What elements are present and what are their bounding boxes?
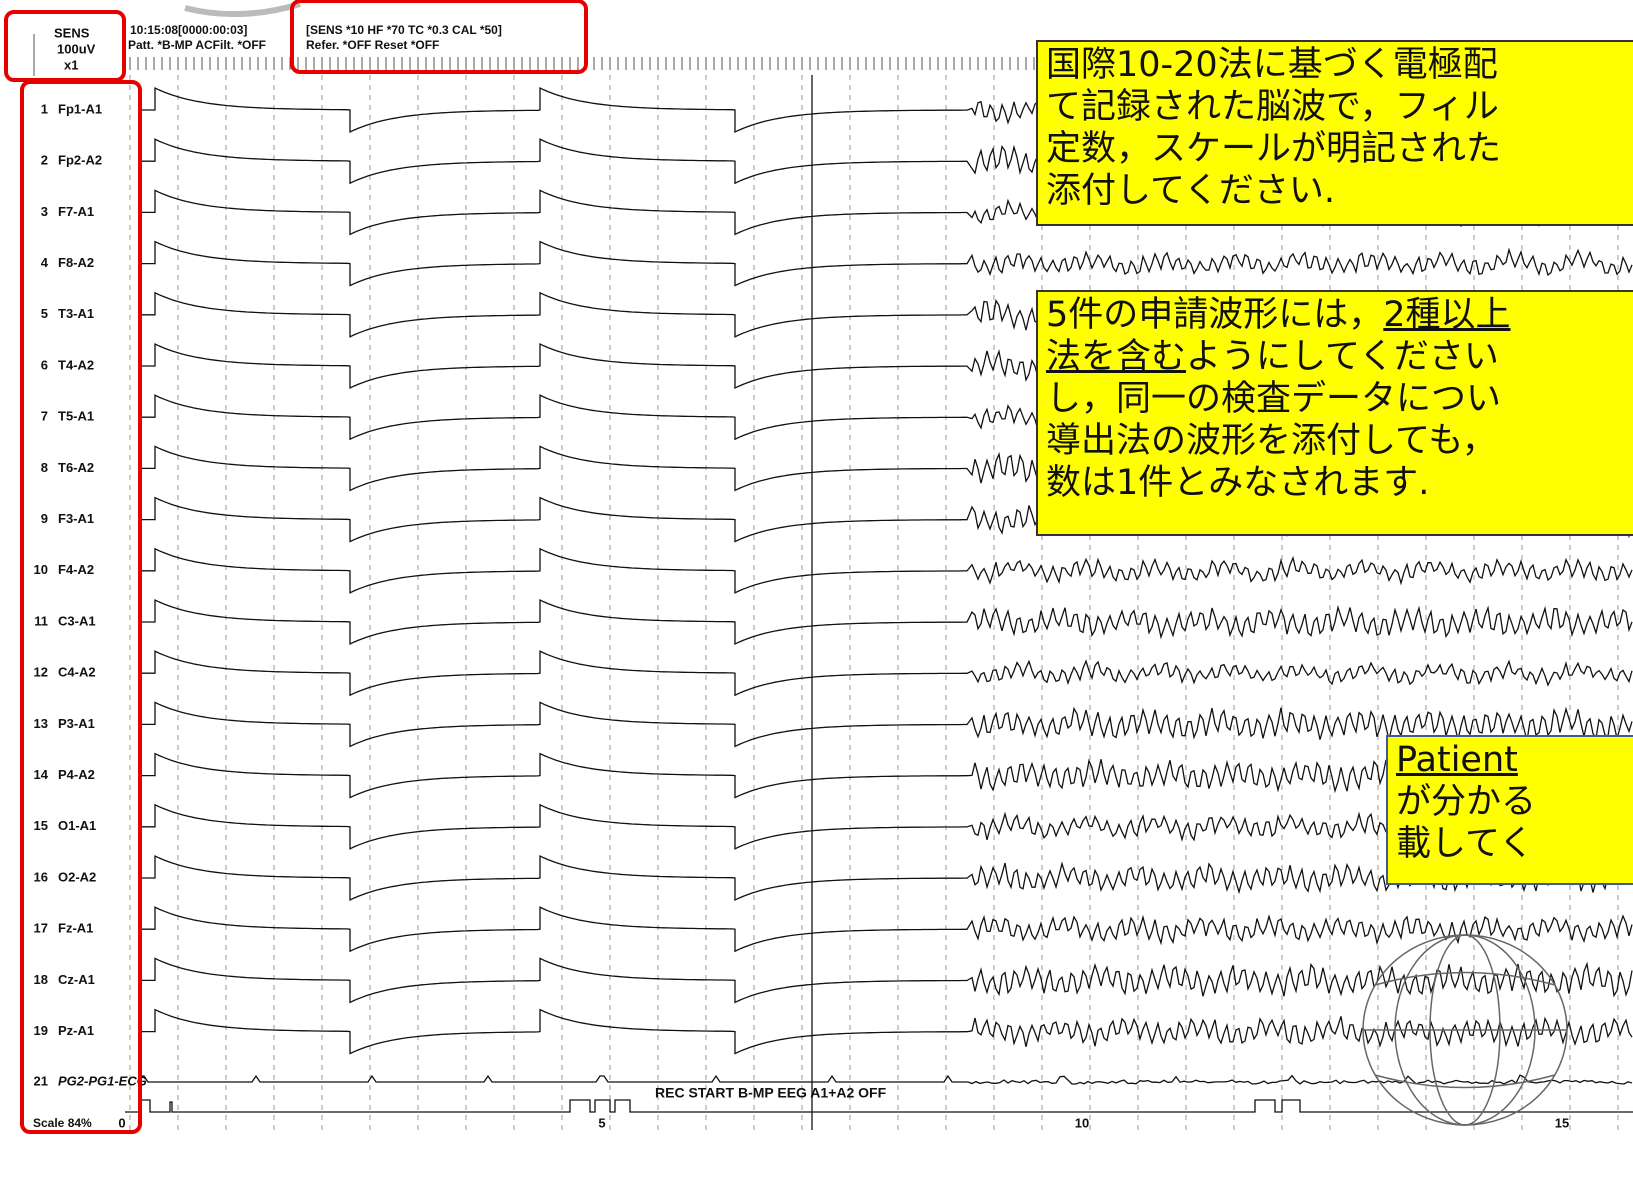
note-line: 5件の申請波形には，2種以上 [1046,294,1626,336]
channel-number: 1 [41,101,48,116]
channel-number: 11 [34,613,48,628]
event-marker: REC START B-MP EEG A1+A2 OFF [655,1085,887,1101]
note-text: ようにしてください [1186,337,1499,377]
time-tick-label: 15 [1555,1115,1569,1130]
note-line: て記録された脳波で，フィル [1046,86,1626,128]
channel-label: T6-A2 [58,460,94,475]
channel-label: O2-A2 [58,869,96,884]
time-tick-label: 10 [1075,1115,1089,1130]
eeg-trace [138,907,1632,951]
sens-gain: x1 [64,57,78,72]
note-line: 数は1件とみなされます. [1046,462,1626,504]
note-text: 2種以上 [1383,295,1510,335]
note-text: が分かる [1396,782,1536,822]
note-text: 導出法の波形を添付しても， [1046,421,1497,461]
note-text: 数は1件とみなされます. [1046,463,1429,503]
channel-label: F7-A1 [58,204,94,219]
channel-number: 19 [34,1023,48,1038]
note-line: 導出法の波形を添付しても， [1046,420,1626,462]
channel-number: 4 [41,255,49,270]
note-text: 添付してください. [1046,171,1335,211]
channel-label: C3-A1 [58,613,96,628]
tab-edge [185,4,300,14]
channel-number: 15 [34,818,48,833]
note-text: て記録された脳波で，フィル [1046,87,1499,127]
note-text: 載してく [1396,824,1534,864]
note-line: 国際10-20法に基づく電極配 [1046,44,1626,86]
channel-label: Fp1-A1 [58,101,102,116]
channel-label: PG2-PG1-ECG [58,1073,147,1088]
note-line: Patient [1396,739,1626,781]
channel-number: 8 [41,460,48,475]
channel-label: P3-A1 [58,716,95,731]
marker-trace [125,1100,1633,1112]
channel-label: T5-A1 [58,409,94,424]
channel-label: P4-A2 [58,767,95,782]
channel-label: Fp2-A2 [58,153,102,168]
channel-number: 13 [34,716,48,731]
channel-number: 14 [34,767,49,782]
channel-label: Pz-A1 [58,1023,94,1038]
note: 5件の申請波形には，2種以上法を含むようにしてくださいし，同一の検査データについ… [1036,290,1633,536]
sens-label: SENS [54,25,90,40]
sens-value: 100uV [57,41,96,56]
note-line: 載してく [1396,823,1626,865]
pattern: Patt. *B-MP ACFilt. *OFF [128,38,266,52]
channel-number: 16 [34,869,48,884]
time-tick-label: 5 [598,1115,605,1130]
channel-number: 6 [41,357,48,372]
channel-label: F8-A2 [58,255,94,270]
note-text: Patient [1396,740,1518,780]
note-line: 添付してください. [1046,170,1626,212]
eeg-trace [138,549,1632,593]
page: {"header": { "sensitivity": ["SENS", "10… [0,0,1633,1177]
time-stamp: 10:15:08[0000:00:03] [130,23,247,37]
note-text: 定数，スケールが明記された [1046,129,1501,169]
channel-label: Cz-A1 [58,972,95,987]
channel-number: 18 [34,972,48,987]
note-text: 法を含む [1046,337,1186,377]
note: 国際10-20法に基づく電極配て記録された脳波で，フィル定数，スケールが明記され… [1036,40,1633,226]
note: Patient が分かる載してく [1386,735,1633,885]
channel-label: T4-A2 [58,357,94,372]
eeg-trace [138,1010,1632,1054]
channel-label: T3-A1 [58,306,94,321]
eeg-trace [138,242,1632,286]
note-text: し，同一の検査データについ [1046,379,1501,419]
eeg-trace [138,651,1632,695]
channel-label: F3-A1 [58,511,94,526]
channel-label: Fz-A1 [58,921,93,936]
channel-number: 2 [41,153,48,168]
scale: Scale 84% [33,1116,92,1130]
channel-label: F4-A2 [58,562,94,577]
note-text: 国際10-20法に基づく電極配 [1046,45,1498,85]
channel-number: 17 [34,921,48,936]
electrode-map [1363,935,1567,1125]
channel-label: C4-A2 [58,665,96,680]
channel-label: O1-A1 [58,818,96,833]
time-tick-label: 0 [118,1115,125,1130]
traces [125,88,1633,1112]
channel-number: 3 [41,204,48,219]
channel-number: 5 [41,306,48,321]
note-line: し，同一の検査データについ [1046,378,1626,420]
channel-number: 9 [41,511,48,526]
note-line: が分かる [1396,781,1626,823]
note-line: 法を含むようにしてください [1046,336,1626,378]
eeg-trace [138,600,1632,644]
settings: [SENS *10 HF *70 TC *0.3 CAL *50] [306,23,502,37]
reference: Refer. *OFF Reset *OFF [306,38,439,52]
eeg-trace [138,958,1632,1002]
channel-number: 12 [34,665,48,680]
channel-number: 10 [34,562,48,577]
channel-number: 7 [41,409,48,424]
channel-number: 21 [34,1073,48,1088]
note-text: 5件の申請波形には， [1046,295,1383,335]
note-line: 定数，スケールが明記された [1046,128,1626,170]
